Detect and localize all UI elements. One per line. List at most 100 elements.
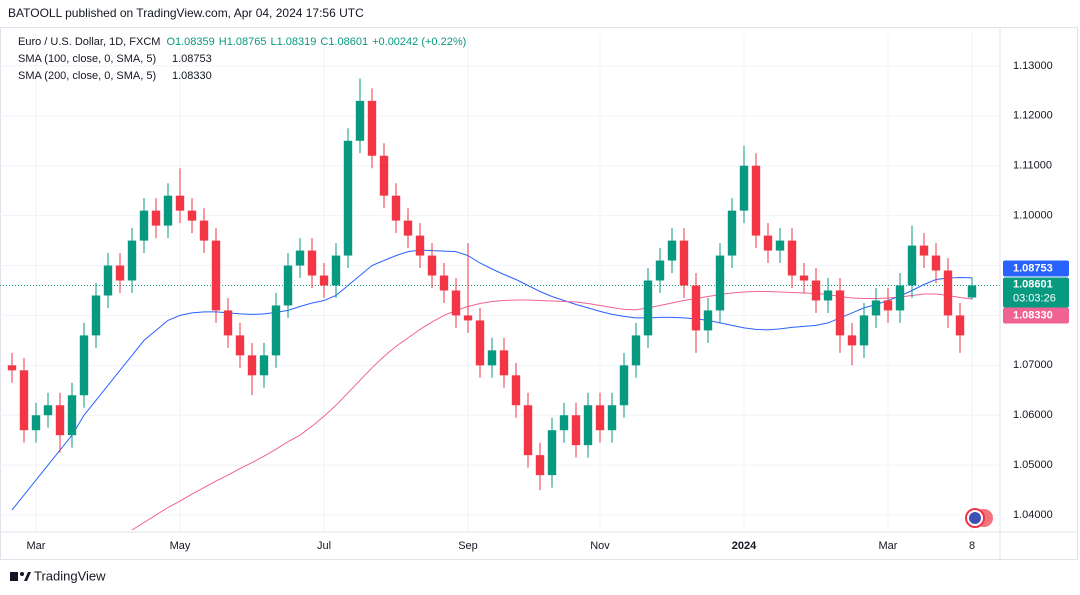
candle-body xyxy=(763,235,773,251)
candle-body xyxy=(643,280,653,336)
candle-body xyxy=(547,430,557,476)
logo-mark xyxy=(20,572,24,576)
candle-body xyxy=(619,365,629,406)
candle-body xyxy=(55,405,65,436)
price-label: 1.08330 xyxy=(1013,309,1053,321)
candle-body xyxy=(19,370,29,431)
candle-body xyxy=(811,280,821,301)
candle-body xyxy=(355,100,365,141)
chart-frame xyxy=(0,27,1078,560)
sma-line xyxy=(11,249,973,511)
legend-entry: SMA (100, close, 0, SMA, 5) xyxy=(18,53,156,65)
candle-body xyxy=(931,255,941,271)
symbol: Euro / U.S. Dollar, 1D, FXCM xyxy=(18,36,160,48)
candle-body xyxy=(43,405,53,416)
y-tick-label: 1.06000 xyxy=(1013,409,1053,421)
price-label: 1.08601 xyxy=(1013,278,1053,290)
y-tick-label: 1.11000 xyxy=(1013,160,1052,172)
candle-body xyxy=(175,195,185,211)
ohlc-low: L1.08319 xyxy=(270,36,316,48)
candle-body xyxy=(751,165,761,236)
candle-body xyxy=(31,415,41,431)
candle-body xyxy=(259,355,269,376)
y-tick-label: 1.12000 xyxy=(1013,110,1053,122)
candle-body xyxy=(703,310,713,331)
ohlc-close: C1.08601 xyxy=(320,36,368,48)
y-tick-label: 1.04000 xyxy=(1013,509,1053,521)
candle-body xyxy=(187,210,197,221)
candle-body xyxy=(367,100,377,156)
candle-body xyxy=(607,405,617,431)
candle-body xyxy=(79,335,89,396)
price-label-box xyxy=(1003,260,1069,277)
candle-body xyxy=(427,255,437,276)
candle-body xyxy=(571,415,581,446)
symbol-legend: Euro / U.S. Dollar, 1D, FXCM O1.08359 H1.0… xyxy=(18,36,466,48)
candle-body xyxy=(895,285,905,311)
candle-body xyxy=(595,405,605,431)
candle-body xyxy=(859,315,869,346)
candle-body xyxy=(331,255,341,286)
candle-body xyxy=(223,310,233,336)
candle-body xyxy=(475,320,485,366)
candle-body xyxy=(283,265,293,306)
publish-header: BATOOLL published on TradingView.com, Ap… xyxy=(8,6,364,20)
x-tick-label: Jul xyxy=(317,540,331,552)
flag-icon xyxy=(965,508,993,528)
candle-body xyxy=(847,335,857,346)
candle-body xyxy=(907,245,917,286)
candle-body xyxy=(799,275,809,281)
candle-body xyxy=(403,220,413,236)
candle-body xyxy=(127,240,137,281)
change: +0.00242 (+0.22%) xyxy=(372,36,466,48)
candle-body xyxy=(199,220,209,241)
candle-body xyxy=(775,240,785,251)
y-tick-label: 1.05000 xyxy=(1013,459,1053,471)
x-tick-label: May xyxy=(170,540,191,552)
price-label-box xyxy=(1003,277,1069,308)
candle-body xyxy=(295,250,305,266)
candle-body xyxy=(67,395,77,436)
candle-body xyxy=(307,250,317,276)
x-tick-label: Mar xyxy=(27,540,46,552)
ohlc-high: H1.08765 xyxy=(219,36,267,48)
y-tick-label: 1.13000 xyxy=(1013,60,1053,72)
legend-entry: SMA (200, close, 0, SMA, 5) xyxy=(18,70,156,82)
candle-body xyxy=(787,240,797,276)
x-tick-label: Nov xyxy=(590,540,610,552)
candle-body xyxy=(391,195,401,221)
candle-body xyxy=(271,305,281,356)
candle-body xyxy=(679,240,689,286)
countdown: 03:03:26 xyxy=(1013,292,1056,304)
candle-body xyxy=(835,290,845,336)
candle-body xyxy=(739,165,749,211)
candle-body xyxy=(883,300,893,311)
candle-body xyxy=(655,260,665,281)
x-tick-label: 8 xyxy=(969,540,975,552)
candle-body xyxy=(727,210,737,256)
legend-value: 1.08753 xyxy=(172,53,212,65)
candle-body xyxy=(139,210,149,241)
branding: TradingView xyxy=(10,568,106,583)
candle-body xyxy=(211,240,221,311)
candles xyxy=(7,78,977,491)
candle-body xyxy=(343,140,353,256)
x-tick-label: Mar xyxy=(879,540,898,552)
candle-body xyxy=(247,355,257,376)
candle-body xyxy=(463,315,473,321)
candle-body xyxy=(955,315,965,336)
y-tick-label: 1.10000 xyxy=(1013,210,1053,222)
candle-body xyxy=(415,235,425,256)
ohlc-open: O1.08359 xyxy=(166,36,214,48)
candle-body xyxy=(559,415,569,431)
logo-mark xyxy=(24,572,31,581)
candle-body xyxy=(235,335,245,356)
candle-body xyxy=(7,365,17,371)
x-tick-label: Sep xyxy=(458,540,478,552)
candle-body xyxy=(499,350,509,376)
candle-body xyxy=(451,290,461,316)
candle-body xyxy=(715,255,725,311)
footer-brand: TradingView xyxy=(34,568,106,583)
legend: Euro / U.S. Dollar, 1D, FXCM O1.08359 H1.0… xyxy=(18,36,466,48)
